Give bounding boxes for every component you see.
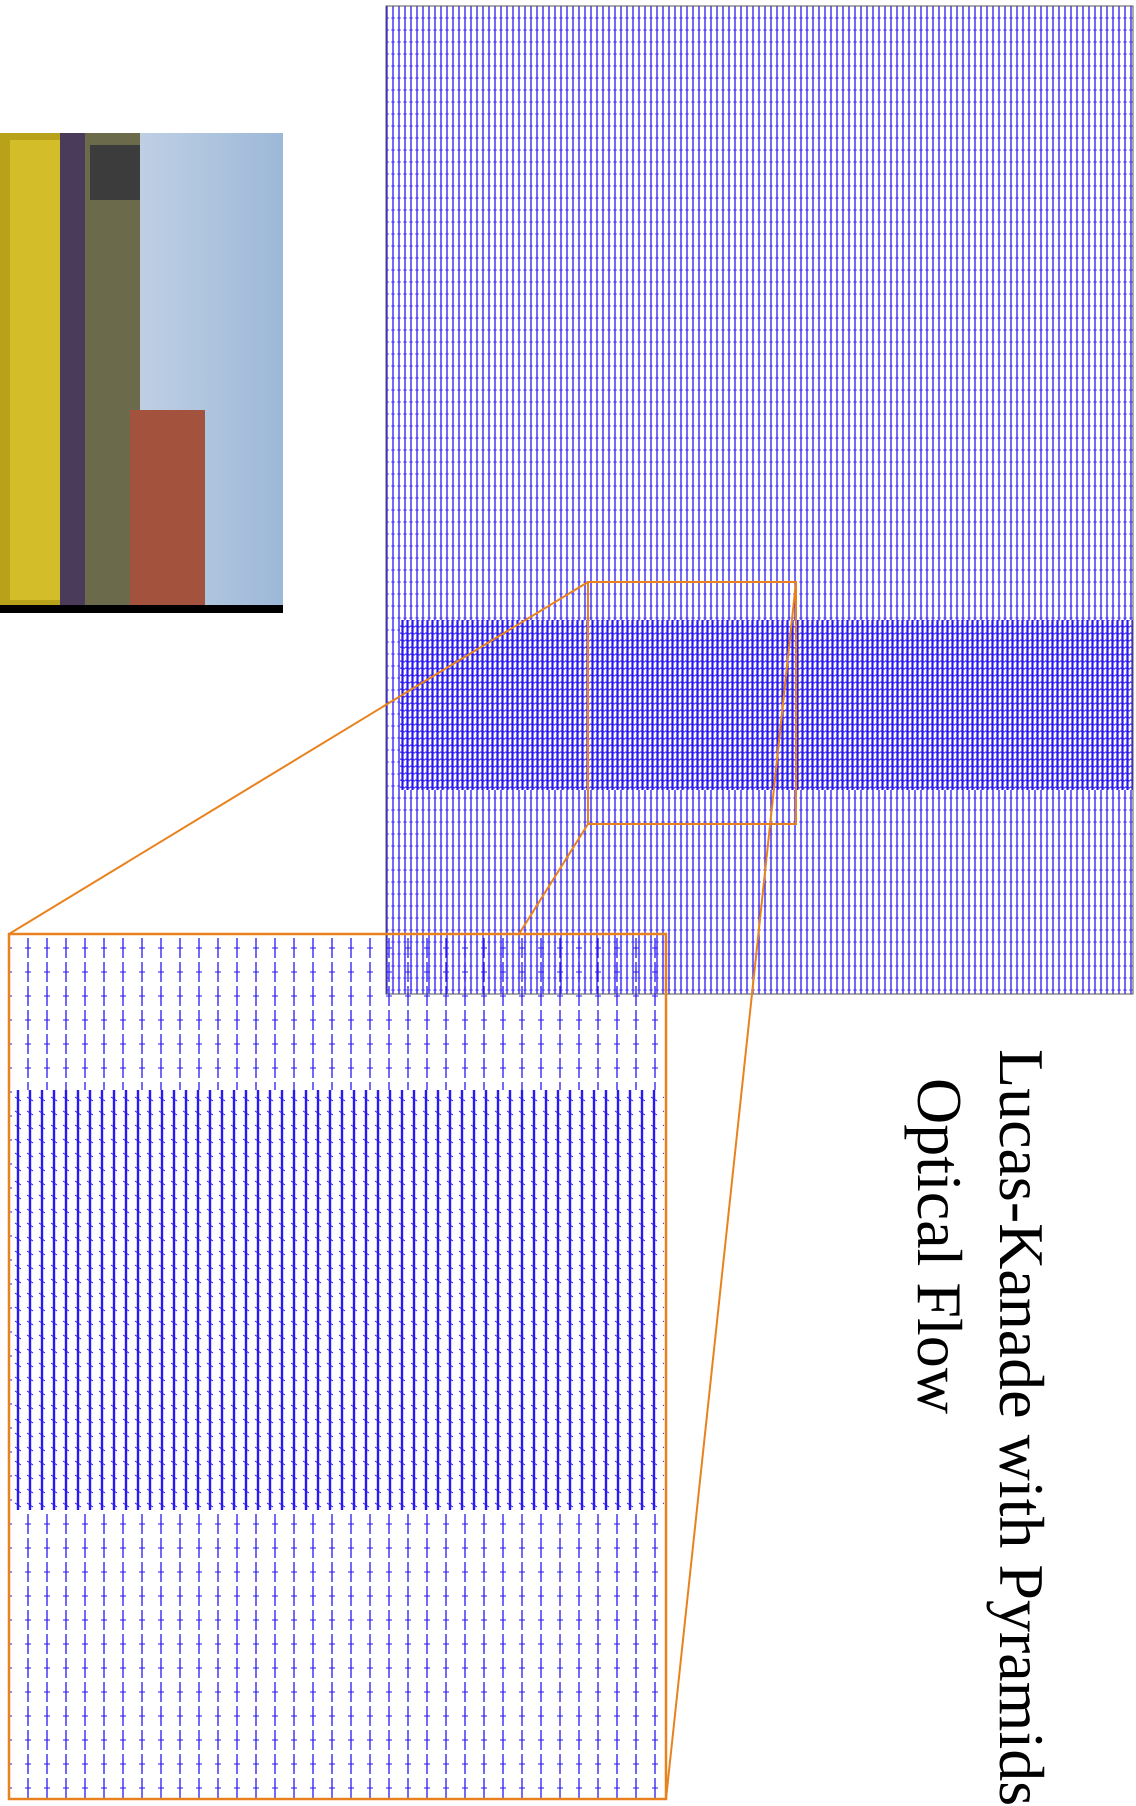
- page: Lucas-Kanade with Pyramids Optical Flow …: [0, 0, 1136, 1806]
- flow-plot: [386, 6, 1133, 994]
- zoom-inset: [9, 934, 666, 1799]
- title-line: Lucas-Kanade with Pyramids: [986, 1049, 1057, 1806]
- slide: Lucas-Kanade with Pyramids Optical Flow: [0, 0, 1136, 1806]
- title-line: Optical Flow: [904, 1078, 975, 1414]
- photo: [0, 133, 283, 613]
